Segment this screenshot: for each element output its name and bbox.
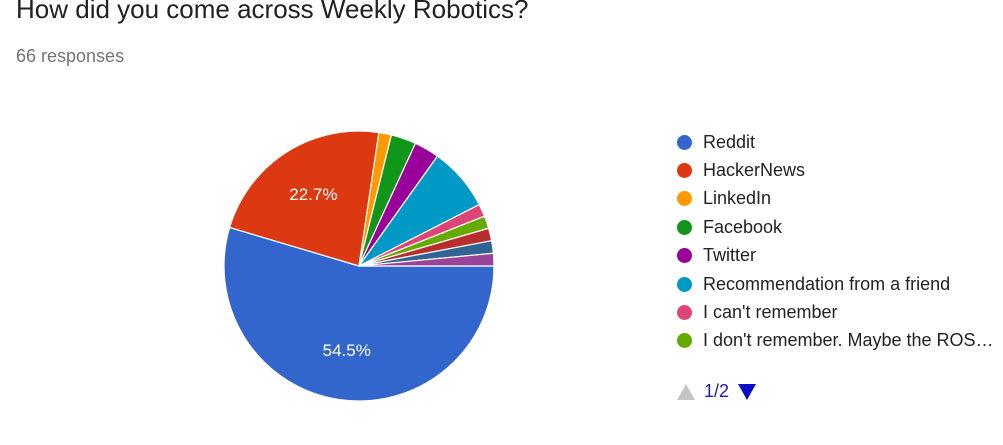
triangle-up-icon[interactable] [677,383,695,400]
pie-slice[interactable] [358,252,495,267]
legend-item[interactable]: Recommendation from a friend [677,270,994,298]
legend-swatch-icon [677,248,692,264]
legend-swatch-icon [677,333,692,349]
chart-title: How did you come across Weekly Robotics? [16,0,529,24]
legend-item[interactable]: HackerNews [677,156,994,184]
legend-label: LinkedIn [703,188,772,209]
legend-label: HackerNews [703,160,806,181]
legend-swatch-icon [677,163,692,179]
response-count: 66 responses [16,46,125,66]
legend-item[interactable]: LinkedIn [677,185,994,213]
legend-swatch-icon [677,305,692,321]
pie-slice[interactable] [223,226,495,402]
legend-item[interactable]: Twitter [677,242,994,270]
slice-data-label: 54.5% [323,341,371,360]
legend-label: Twitter [703,245,757,266]
legend-pager: 1/2 [677,381,757,402]
legend-page-number: 1/2 [704,381,730,401]
slice-data-label: 22.7% [289,185,337,204]
legend-item[interactable]: I don't remember. Maybe the ROS… [677,327,994,355]
legend-swatch-icon [677,276,692,292]
legend-label: I can't remember [703,302,838,323]
legend-label: Facebook [703,216,783,237]
legend-item[interactable]: Facebook [677,213,994,241]
chart-legend: Reddit HackerNews LinkedIn Facebook Twitter R… [677,128,994,355]
triangle-down-icon[interactable] [738,383,757,400]
legend-label: I don't remember. Maybe the ROS… [703,330,994,351]
legend-item[interactable]: Reddit [677,128,994,156]
legend-item[interactable]: I can't remember [677,298,994,326]
legend-swatch-icon [677,191,692,207]
legend-label: Recommendation from a friend [703,273,951,294]
legend-label: Reddit [703,131,756,152]
pie-slice[interactable] [228,130,380,267]
legend-swatch-icon [677,134,692,150]
legend-swatch-icon [677,219,692,235]
